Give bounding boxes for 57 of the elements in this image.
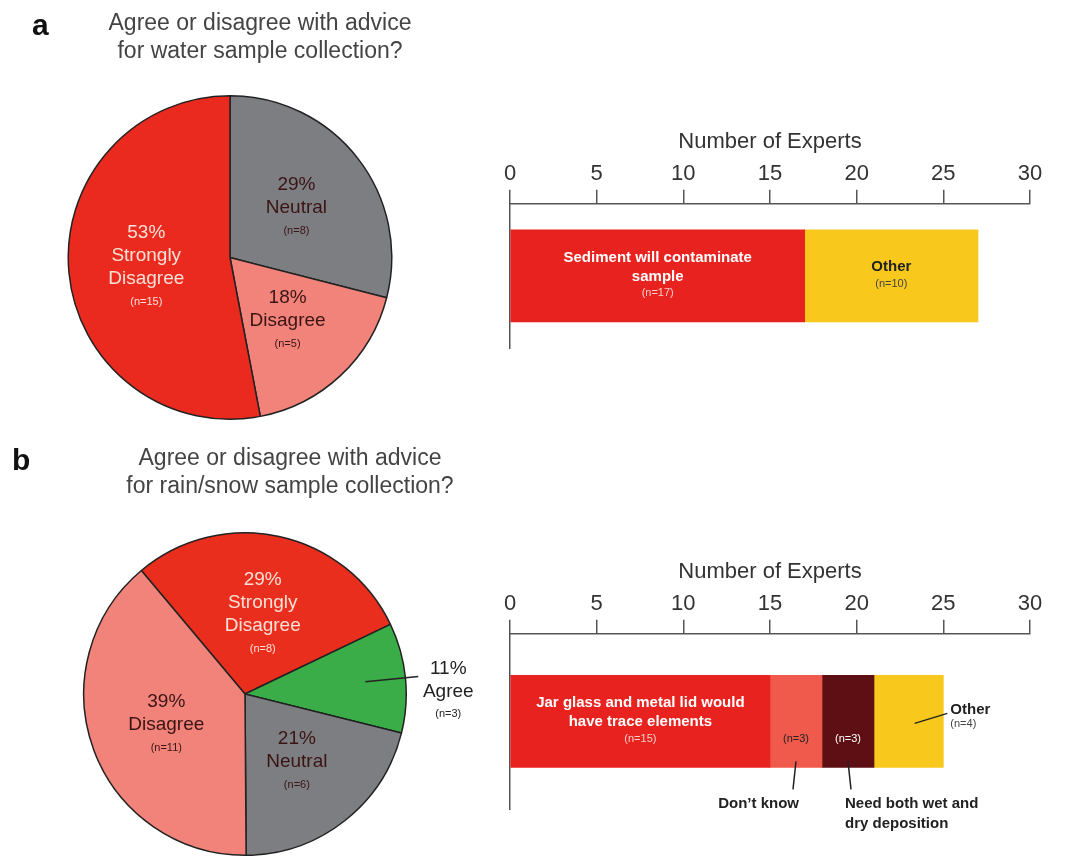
series-label: Other [950, 699, 991, 717]
x-tick-label: 30 [1017, 589, 1043, 615]
x-tick-label: 15 [757, 589, 783, 615]
x-tick-label: 20 [844, 159, 869, 185]
data-label: 21% [277, 727, 316, 749]
text: (n=11) [150, 740, 182, 753]
chart-title: Agree or disagree with advice for water sample collection? [107, 8, 413, 64]
bar [873, 675, 944, 768]
data-label: 18% [268, 286, 307, 308]
bar [769, 675, 823, 768]
series-label: Jar glass and metal lid would have trace elements [536, 693, 745, 730]
data-label: (n=17) [641, 286, 674, 299]
text: a [32, 8, 49, 42]
data-label: 53% [127, 221, 166, 243]
series-label: Other [871, 257, 912, 275]
text: (n=15) [130, 294, 163, 307]
text: (n=8) [249, 641, 276, 654]
slice-label: Strongly Disagree [224, 590, 301, 635]
series-label: Don’t know [718, 793, 800, 811]
x-tick-label: 15 [757, 159, 783, 185]
text: (n=6) [283, 777, 310, 790]
x-tick-label: 10 [671, 159, 696, 185]
x-tick-label: 10 [671, 589, 696, 615]
bar [821, 675, 875, 768]
data-label: (n=4) [950, 717, 977, 730]
data-label: 11% [429, 656, 467, 678]
data-label: (n=15) [624, 731, 657, 744]
text: (n=8) [283, 223, 310, 236]
data-label: (n=10) [875, 276, 908, 289]
x-axis-title: Number of Experts [678, 558, 862, 584]
data-label: 29% [277, 173, 316, 195]
slice-label: Disagree [249, 309, 326, 331]
slice-label: Agree [422, 679, 474, 701]
text: b [12, 443, 31, 477]
data-label: 39% [147, 690, 186, 712]
x-tick-label: 25 [931, 589, 956, 615]
text: (n=3) [435, 707, 462, 720]
slice-label: Disagree [128, 713, 205, 735]
x-tick-label: 20 [844, 589, 869, 615]
x-tick-label: 25 [931, 159, 956, 185]
text: (n=5) [274, 336, 301, 349]
data-label: (n=3) [835, 732, 861, 745]
x-tick-label: 0 [503, 159, 517, 185]
x-tick-label: 0 [503, 589, 517, 615]
slice-label: Strongly Disagree [108, 244, 185, 289]
x-axis-title: Number of Experts [678, 128, 862, 154]
series-label: Sediment will contaminate sample [563, 247, 752, 284]
chart-title: Agree or disagree with advice for rain/snow sample collection? [125, 443, 455, 499]
x-tick-label: 5 [590, 589, 603, 615]
slice-label: Neutral [265, 196, 328, 218]
series-label: Need both wet and dry deposition [845, 793, 979, 831]
slice-label: Neutral [266, 750, 328, 772]
data-label: (n=3) [783, 732, 809, 745]
x-tick-label: 30 [1017, 159, 1043, 185]
data-label: 29% [243, 567, 282, 589]
x-tick-label: 5 [590, 159, 603, 185]
bar [510, 675, 771, 768]
